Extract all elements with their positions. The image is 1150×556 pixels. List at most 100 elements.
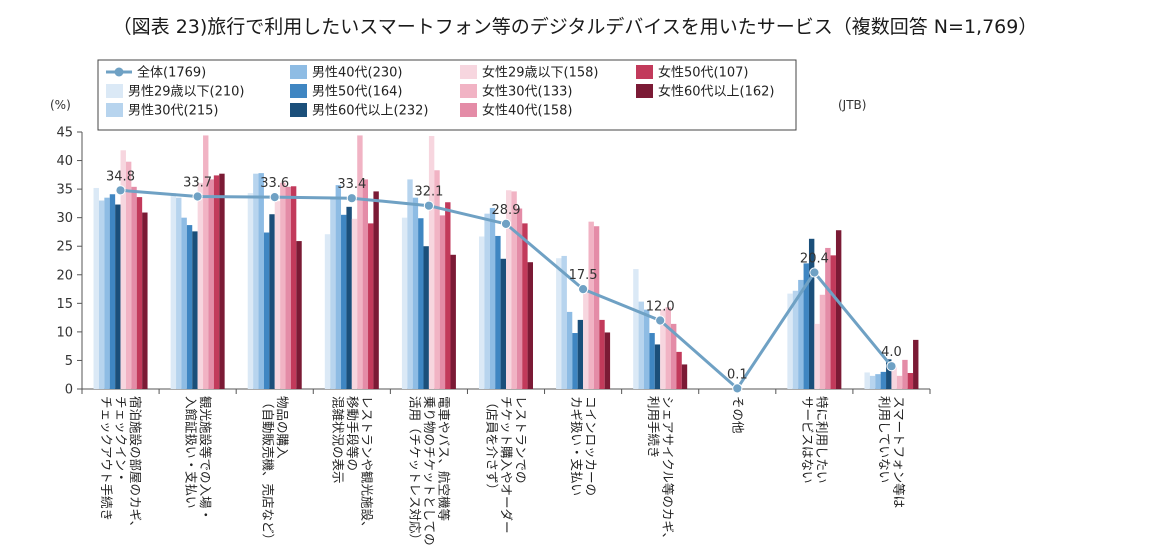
overall-point-10 [886,361,897,372]
category-label-line: 観光施設等での入場・ [198,396,213,521]
bar-5-2 [274,201,281,389]
y-tick-label: 20 [56,268,73,283]
bar-4-10 [886,359,892,389]
overall-point-7 [655,315,666,326]
bar-9-7 [681,364,688,389]
legend-swatch [460,103,477,117]
legend-swatch [290,65,307,79]
bar-1-9 [792,290,799,389]
category-label-line: コインロッカーの [583,396,598,496]
overall-point-4 [423,200,434,211]
bar-3-2 [263,232,270,389]
bar-8-1 [213,175,220,389]
bar-8-6 [599,319,605,389]
legend-swatch [290,103,307,117]
category-label-line: その他 [730,396,745,434]
y-tick-label: 45 [56,126,73,141]
bar-6-10 [896,375,903,389]
bar-0-2 [247,193,254,389]
category-label-2: 物品の購入（自動販売機、売店など） [261,396,291,546]
legend: 全体(1769) 男性29歳以下(210) 男性30代(215) 男性40代(230)… [106,65,775,119]
bar-1-5 [484,213,490,389]
data-label-3: 33.4 [337,177,366,192]
bar-5-6 [583,291,589,389]
data-label-10: 4.0 [881,345,902,360]
bar-0-3 [324,234,331,389]
data-label-2: 33.6 [260,176,289,191]
bar-0-7 [633,269,639,389]
bar-9-10 [913,339,919,389]
bar-3-5 [495,235,501,389]
category-label-line: （自動販売機、売店など） [261,396,276,546]
bar-2-9 [798,279,804,389]
category-label-1: 観光施設等での入場・入館証扱い・支払い [183,396,213,521]
bar-3-7 [649,333,655,389]
bar-3-3 [341,214,347,389]
bar-7-4 [439,215,446,389]
bar-2-0 [104,197,110,389]
bar-1-7 [638,301,644,389]
bar-6-9 [819,294,826,389]
category-label-line: 入館証扱い・支払い [183,396,198,509]
bar-5-5 [506,190,512,389]
category-label-line: レストランでの [514,396,529,484]
bar-3-10 [880,371,887,389]
bar-2-10 [875,374,881,389]
bar-3-1 [186,225,193,389]
bar-4-7 [654,344,661,389]
category-label-7: シェアサイクル等のカギ、利用手続き [646,396,676,545]
bar-8-10 [907,373,914,389]
bar-4-9 [808,238,815,389]
bar-6-5 [511,191,517,389]
source-label: (JTB) [838,98,866,112]
category-label-line: 乗り物のチケットとしての [422,396,437,546]
bar-0-9 [787,293,793,389]
category-label-line: チェックイン・ [114,396,129,484]
y-axis-label: (%) [50,98,71,112]
legend-label: 男性60代以上(232) [312,104,429,119]
category-label-line: 活用（チケットレス対応） [407,396,422,546]
category-label-0: 宿泊施設の部屋のカギ、チェックイン・チェックアウト手続き [99,396,143,533]
category-label-line: 混雑状況の表示 [330,396,345,484]
data-label-0: 34.8 [106,169,135,184]
legend-label: 男性50代(164) [312,85,403,100]
y-tick-label: 35 [56,183,73,198]
legend-label: 男性29歳以下(210) [128,85,245,100]
data-label-9: 20.4 [800,252,829,267]
bar-7-6 [593,226,600,389]
overall-point-6 [578,284,589,295]
bar-1-1 [176,197,182,389]
bar-8-5 [522,223,528,389]
bar-6-1 [203,135,209,389]
data-label-7: 12.0 [646,300,675,315]
bar-0-1 [170,193,177,389]
bar-4-6 [577,319,584,389]
bar-6-6 [588,221,594,389]
bar-7-2 [285,186,291,389]
data-label-5: 28.9 [492,203,521,218]
legend-swatch [460,84,477,98]
bar-9-6 [604,332,611,389]
bar-9-9 [835,230,842,389]
bar-9-1 [219,173,225,389]
bar-5-10 [891,367,897,389]
bar-0-10 [864,372,870,389]
y-tick-label: 10 [56,325,73,340]
bar-9-0 [142,212,148,389]
y-tick-label: 25 [56,240,73,255]
overall-point-2 [269,192,280,203]
y-tick-label: 15 [56,297,73,312]
legend-box [97,59,797,131]
bar-4-2 [269,214,275,389]
bar-7-7 [670,323,677,389]
legend-swatch [460,65,477,79]
data-labels: 34.8 33.7 33.6 33.4 32.1 28.9 17.5 12.0 0.1 20.4 4… [106,169,902,382]
bar-7-9 [825,247,831,389]
bar-3-9 [803,263,809,389]
category-label-8: その他 [730,396,745,434]
overall-point-3 [346,193,357,204]
bar-2-1 [181,217,187,389]
